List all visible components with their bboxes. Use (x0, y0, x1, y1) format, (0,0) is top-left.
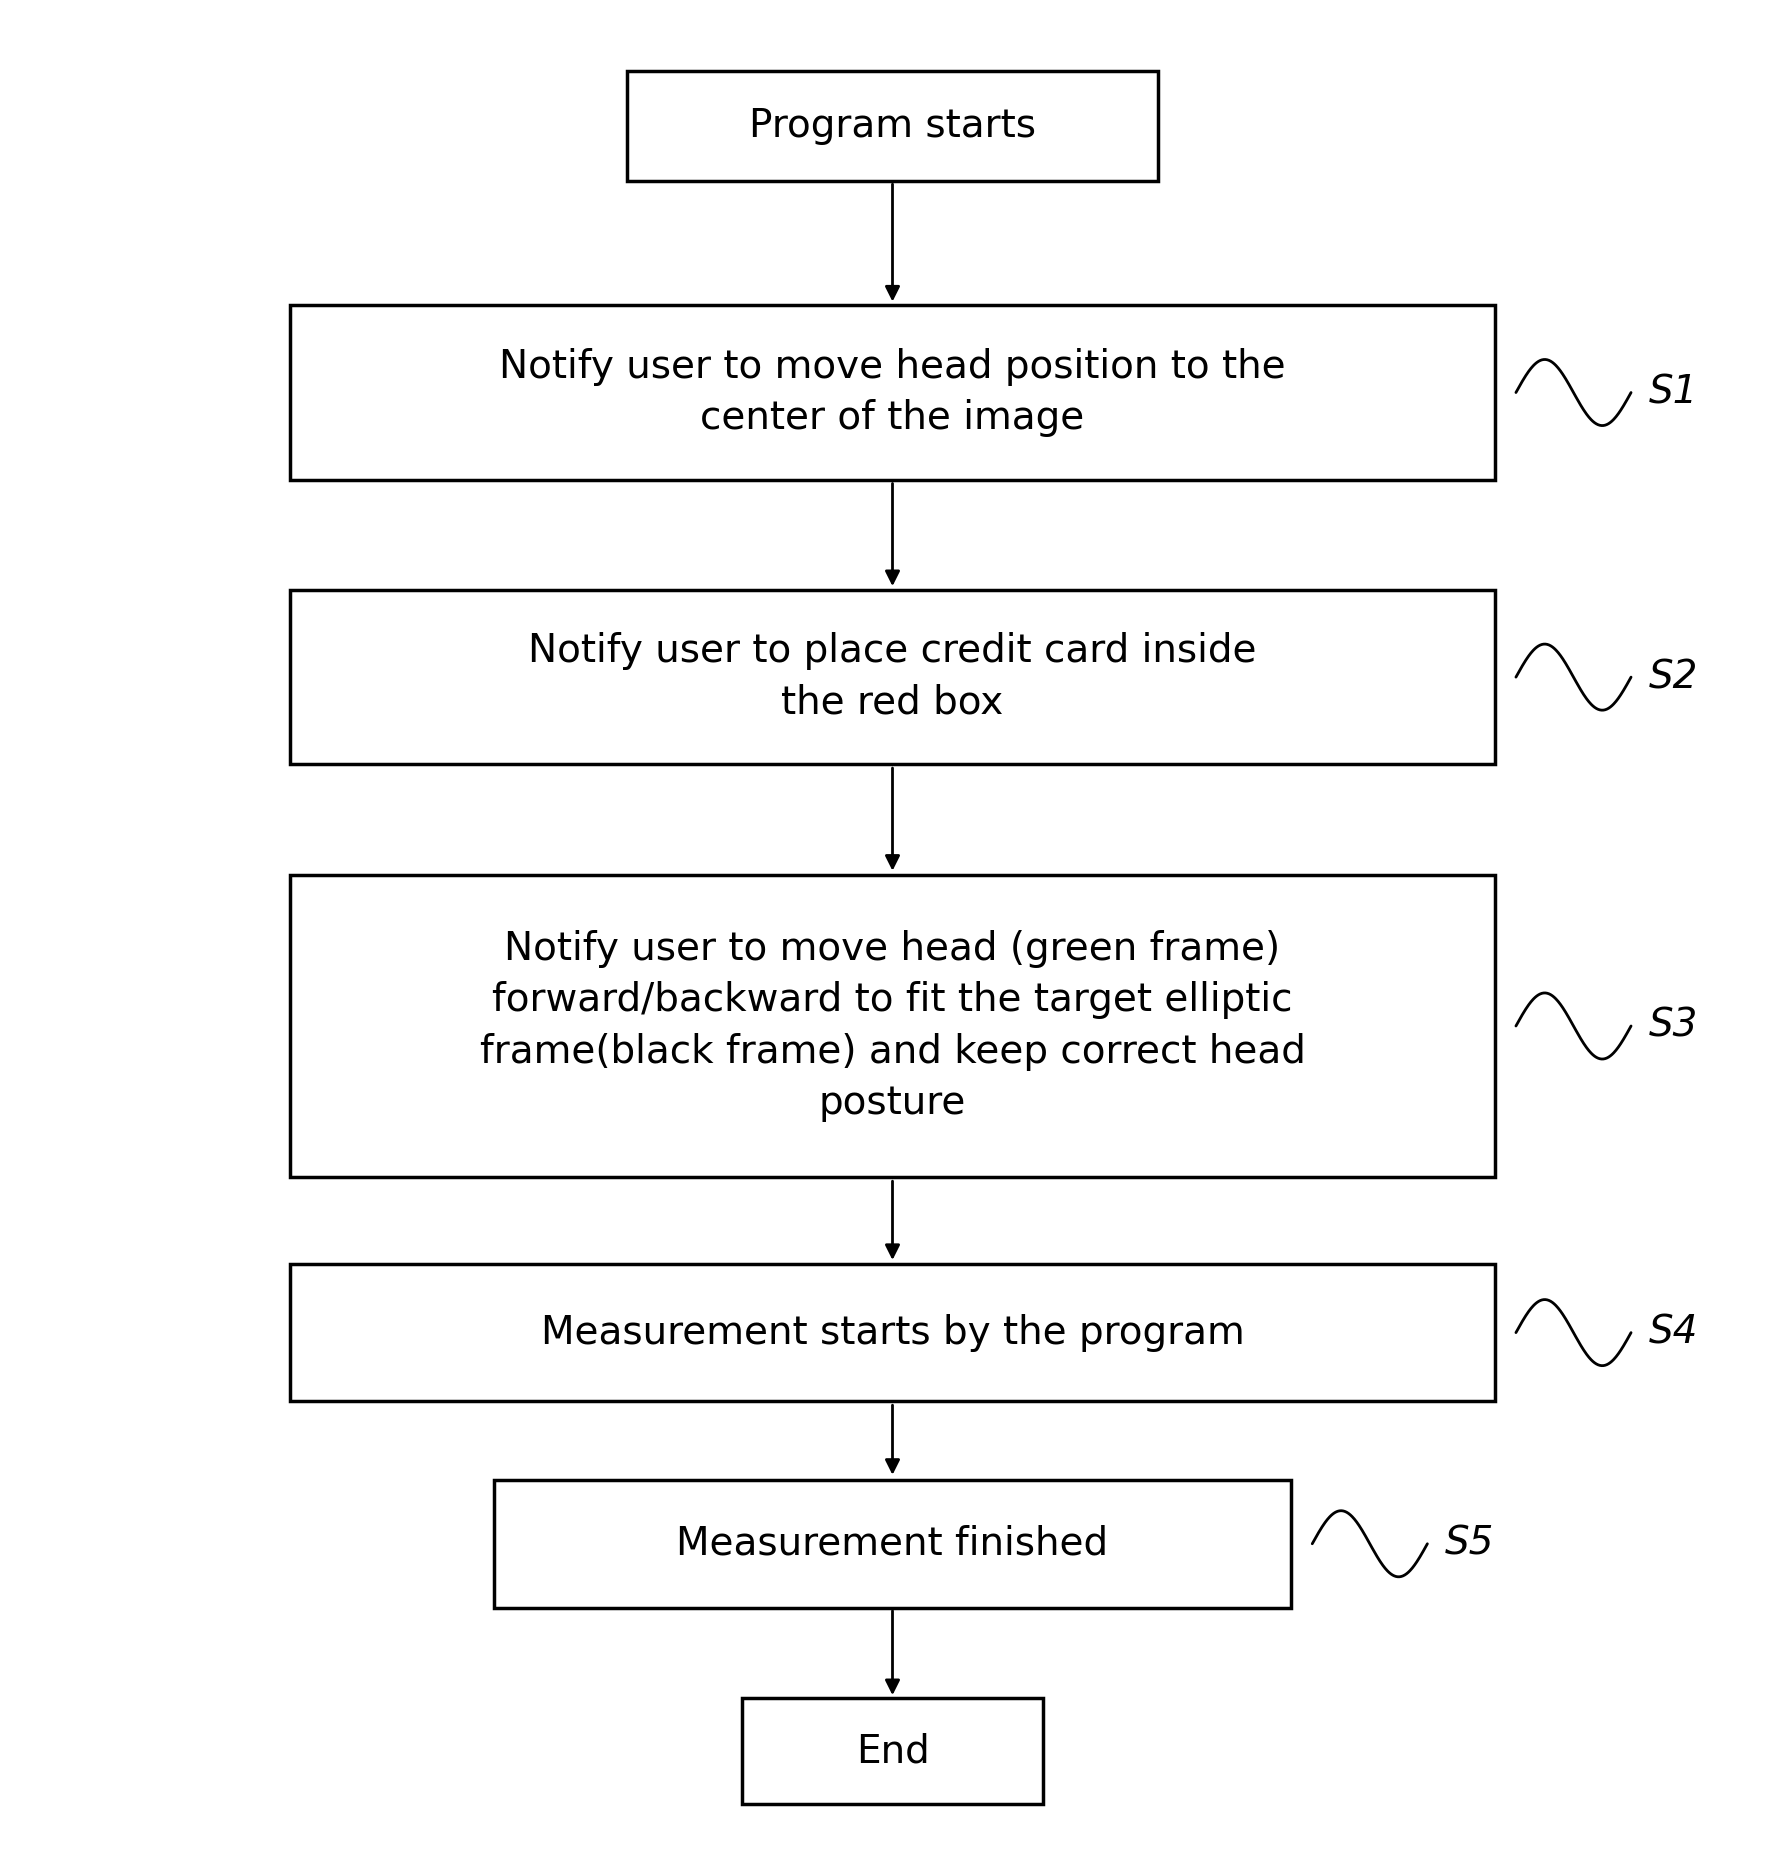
Text: Notify user to move head position to the
center of the image: Notify user to move head position to the… (500, 348, 1285, 437)
Text: S3: S3 (1649, 1006, 1698, 1045)
Text: Measurement finished: Measurement finished (677, 1524, 1108, 1563)
FancyBboxPatch shape (494, 1480, 1291, 1608)
Text: End: End (855, 1732, 930, 1770)
FancyBboxPatch shape (743, 1698, 1042, 1804)
Text: Notify user to move head (green frame)
forward/backward to fit the target ellipt: Notify user to move head (green frame) f… (480, 931, 1305, 1123)
Text: Notify user to place credit card inside
the red box: Notify user to place credit card inside … (528, 633, 1257, 722)
FancyBboxPatch shape (291, 875, 1494, 1177)
FancyBboxPatch shape (291, 590, 1494, 764)
FancyBboxPatch shape (291, 305, 1494, 479)
Text: S2: S2 (1649, 659, 1698, 696)
Text: S4: S4 (1649, 1314, 1698, 1352)
Text: Program starts: Program starts (750, 107, 1035, 146)
Text: Measurement starts by the program: Measurement starts by the program (541, 1314, 1244, 1352)
FancyBboxPatch shape (627, 70, 1158, 181)
FancyBboxPatch shape (291, 1264, 1494, 1402)
Text: S1: S1 (1649, 374, 1698, 411)
Text: S5: S5 (1446, 1524, 1494, 1563)
